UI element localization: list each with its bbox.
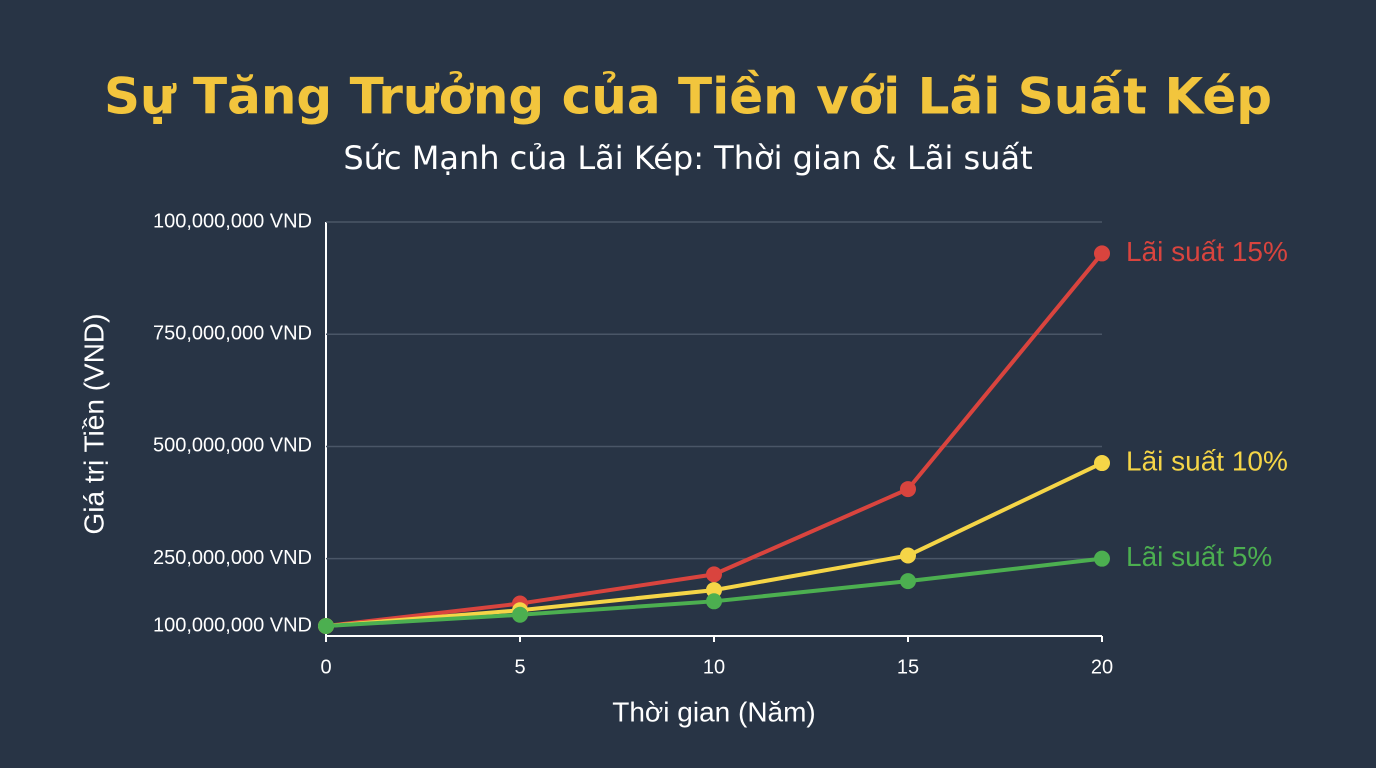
- x-tick-label: 15: [897, 656, 919, 678]
- x-axis-label: Thời gian (Năm): [612, 696, 816, 727]
- data-point: [900, 481, 916, 498]
- data-point: [706, 593, 722, 610]
- x-tick-label: 0: [320, 656, 331, 678]
- chart-subtitle: Sức Mạnh của Lãi Kép: Thời gian & Lãi su…: [343, 139, 1032, 177]
- data-point: [1094, 550, 1110, 567]
- data-point: [706, 582, 722, 599]
- data-point: [1094, 245, 1110, 262]
- x-tick-label: 10: [703, 656, 725, 678]
- data-point: [512, 606, 528, 623]
- y-tick-label: 250,000,000 VND: [153, 547, 312, 569]
- data-point: [900, 573, 916, 590]
- y-tick-label: 100,000,000 VND: [153, 614, 312, 636]
- y-tick-label: 500,000,000 VND: [153, 435, 312, 457]
- series-label: Lãi suất 15%: [1126, 236, 1288, 267]
- chart-title: Sự Tăng Trưởng của Tiền với Lãi Suất Kép: [104, 68, 1272, 126]
- x-tick-label: 5: [514, 656, 525, 678]
- y-axis-label: Giá trị Tiền (VND): [78, 314, 109, 535]
- series-label: Lãi suất 5%: [1126, 541, 1272, 572]
- y-tick-label: 750,000,000 VND: [153, 323, 312, 345]
- data-point: [318, 618, 334, 634]
- data-point: [706, 566, 722, 583]
- data-point: [1094, 455, 1110, 472]
- y-tick-label: 100,000,000 VND: [153, 210, 312, 232]
- series-label: Lãi suất 10%: [1126, 445, 1288, 476]
- data-point: [900, 547, 916, 564]
- x-tick-label: 20: [1091, 656, 1113, 678]
